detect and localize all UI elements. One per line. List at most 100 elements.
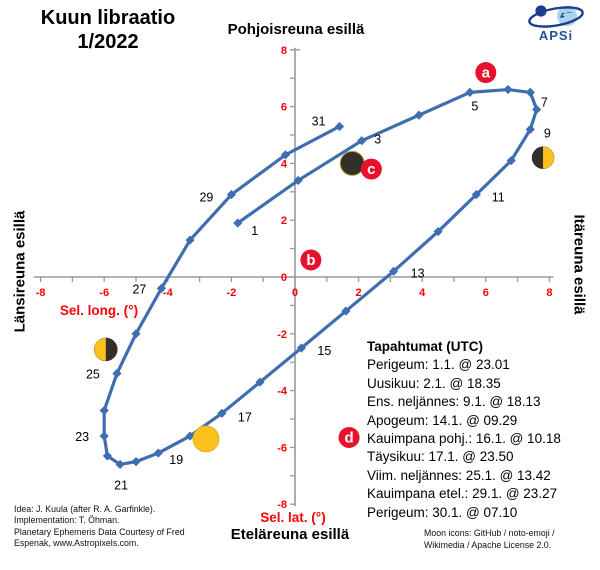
data-point-marker [357,136,367,146]
data-point-marker [99,405,109,416]
data-point-marker [233,218,243,228]
y-axis-title: Sel. lat. (°) [260,510,326,525]
day-label: 27 [132,282,146,296]
credit-line: Idea: J. Kuula (after R. A. Garfinkle). [14,504,156,514]
apsi-logo: APSi [528,5,584,43]
x-tick-label: -8 [36,287,46,299]
x-tick-label: 6 [483,287,489,299]
event-item: Täysikuu: 17.1. @ 23.50 [367,449,514,465]
data-point-marker [185,235,195,245]
events-title: Tapahtumat (UTC) [367,339,483,354]
event-item: Apogeum: 14.1. @ 09.29 [367,412,518,428]
page-title-line1: Kuun libraatio [40,7,176,29]
new-moon-icon [339,150,365,176]
data-point-marker [465,87,475,97]
data-point-marker [296,343,306,353]
svg-text:a: a [482,65,491,82]
first-quarter-moon-icon [531,146,555,169]
event-item: Kauimpana etel.: 29.1. @ 23.27 [367,486,558,502]
y-tick-label: -8 [277,499,287,511]
moon-credit-line: Wikimedia / Apache License 2.0. [424,539,552,550]
data-point-marker [503,84,513,95]
y-tick-label: -2 [277,329,287,341]
event-item: Ens. neljännes: 9.1. @ 18.13 [367,394,541,410]
event-item: Viim. neljännes: 25.1. @ 13.42 [367,467,551,483]
south-limb-label: Eteläreuna esillä [230,526,350,543]
letter-marker-c: c [360,158,382,180]
svg-text:b: b [306,252,315,269]
data-point-marker [156,283,167,293]
day-label: 17 [238,410,252,424]
x-tick-label: 8 [546,287,552,299]
moon-credit-line: Moon icons: GitHub / noto-emoji / [424,528,555,538]
day-label: 25 [86,368,100,382]
last-quarter-moon-icon [94,337,118,362]
event-item: Perigeum: 1.1. @ 23.01 [367,357,510,373]
day-label: 13 [411,266,425,280]
north-limb-label: Pohjoisreuna esillä [227,21,365,38]
credit-line: Planetary Ephemeris Data Courtesy of Fre… [14,526,185,537]
orbit-swoosh-icon [528,5,584,28]
x-tick-label: -4 [163,287,174,299]
data-point-marker [414,110,424,120]
data-point-marker [341,306,351,316]
data-point-marker [525,124,535,134]
data-point-marker [112,368,122,379]
day-label: 11 [492,191,505,205]
letter-marker-b: b [300,249,322,271]
data-point-marker [99,431,109,441]
letter-marker-d: d [338,426,360,448]
y-tick-label: -6 [277,442,287,454]
day-label: 9 [544,126,551,140]
x-axis-title: Sel. long. (°) [59,303,139,318]
y-tick-label: 4 [281,158,288,170]
day-label: 29 [199,191,213,205]
day-label: 31 [312,114,326,128]
letter-marker-a: a [475,62,497,84]
events-list: Tapahtumat (UTC) Perigeum: 1.1. @ 23.01 … [367,338,561,522]
data-point-marker [388,266,399,276]
day-label: 21 [114,478,128,492]
event-item: Perigeum: 30.1. @ 07.10 [367,504,518,520]
data-point-marker [102,451,112,461]
day-label: 5 [471,99,478,113]
day-label: 15 [317,344,331,358]
svg-text:c: c [367,161,375,178]
data-point-marker [185,431,195,441]
y-tick-label: 6 [281,102,287,114]
moon-icons-credit: Moon icons: GitHub / noto-emoji / Wikime… [424,528,555,551]
y-tick-label: 0 [281,272,287,284]
data-point-marker [280,150,291,160]
data-point-marker [131,457,141,467]
data-point-marker [532,104,542,115]
x-tick-label: -6 [99,287,109,299]
page-title-line2: 1/2022 [77,31,139,53]
moon-dot-icon [535,5,547,17]
day-label: 1 [251,224,258,238]
y-tick-label: 2 [281,215,287,227]
data-point-marker [131,329,141,339]
data-point-marker [334,121,345,132]
day-label: 7 [541,95,548,109]
day-label: 19 [169,453,183,467]
data-point-marker [471,190,481,200]
svg-text:d: d [344,429,353,446]
credit-line: Espenak, www.Astropixels.com. [14,537,139,548]
credits-text: Idea: J. Kuula (after R. A. Garfinkle). … [14,504,185,549]
credit-line: Implementation: T. Öhman. [14,515,120,526]
arrow-icon [560,12,573,18]
data-point-marker [525,87,535,97]
x-tick-label: 0 [292,287,298,299]
data-point-marker [226,190,236,200]
day-label: 23 [75,430,89,444]
x-tick-label: -2 [227,287,237,299]
data-point-marker [153,448,163,458]
y-tick-label: -4 [277,386,288,398]
page-title: Kuun libraatio 1/2022 [14,6,202,54]
data-point-marker [433,226,443,237]
data-point-marker [255,377,265,387]
x-tick-label: 2 [356,287,362,299]
logo-text: APSi [539,28,573,43]
event-item: Kauimpana pohj.: 16.1. @ 10.18 [367,431,561,447]
